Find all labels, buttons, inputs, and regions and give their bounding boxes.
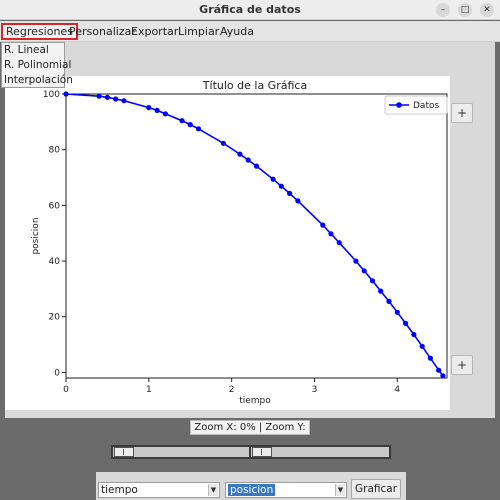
data-point: [361, 268, 367, 274]
data-point: [419, 343, 425, 349]
data-point: [154, 107, 160, 113]
data-point: [287, 190, 293, 196]
x-variable-select[interactable]: tiempo ▼: [98, 482, 220, 498]
data-point: [378, 288, 384, 294]
data-point: [245, 157, 251, 163]
x-tick-label: 3: [312, 385, 318, 395]
data-point: [104, 94, 110, 100]
data-point: [220, 140, 226, 146]
chevron-down-icon[interactable]: ▼: [335, 484, 345, 496]
y-variable-select[interactable]: posicion ▼: [225, 482, 347, 498]
data-point: [278, 183, 284, 189]
y-tick-label: 80: [49, 146, 61, 156]
y-slider-handle[interactable]: [252, 447, 272, 457]
y-tick-label: 60: [49, 201, 61, 211]
maximize-icon[interactable]: □: [458, 3, 472, 17]
x-tick-label: 1: [146, 385, 152, 395]
data-point: [146, 105, 152, 111]
x-tick-label: 0: [63, 385, 69, 395]
y-axis-label: posicion: [31, 217, 41, 254]
y-select-value: posicion: [228, 484, 276, 496]
x-axis-label: tiempo: [239, 396, 271, 406]
data-point: [411, 332, 417, 338]
x-tick-labels: 0 1 2 3 4: [63, 385, 400, 395]
data-point: [328, 231, 334, 237]
close-icon[interactable]: ✕: [480, 3, 494, 17]
minimize-icon[interactable]: –: [436, 3, 450, 17]
legend-marker: [396, 102, 402, 108]
data-point: [63, 91, 69, 97]
data-point: [96, 93, 102, 99]
data-point: [336, 240, 342, 246]
dropdown-item-r-polinomial[interactable]: R. Polinomial: [4, 59, 72, 71]
chart-title: Título de la Gráfica: [202, 79, 307, 92]
data-point: [121, 98, 127, 104]
y-tick-label: 20: [49, 313, 61, 323]
data-point: [353, 258, 359, 264]
data-point: [427, 355, 433, 361]
data-point: [295, 198, 301, 204]
add-button-bottom[interactable]: +: [451, 355, 473, 375]
menu-personalizar[interactable]: Personalizar: [69, 25, 136, 38]
y-tick-labels: 0 20 40 60 80 100: [43, 90, 60, 378]
menu-limpiar[interactable]: Limpiar: [178, 25, 220, 38]
regresiones-dropdown: R. Lineal R. Polinomial Interpolación: [1, 42, 73, 88]
dropdown-item-r-lineal[interactable]: R. Lineal: [4, 44, 49, 56]
data-point: [436, 367, 442, 373]
chevron-down-icon[interactable]: ▼: [208, 484, 218, 496]
data-point: [270, 176, 276, 182]
menu-ayuda[interactable]: Ayuda: [220, 25, 254, 38]
menu-exportar[interactable]: Exportar: [131, 25, 179, 38]
data-point: [403, 320, 409, 326]
menu-bar: Regresiones Personalizar Exportar Limpia…: [0, 21, 500, 42]
plot-frame: [65, 93, 448, 379]
title-bar: Gráfica de datos – □ ✕: [0, 0, 500, 20]
dropdown-item-interpolacion[interactable]: Interpolación: [4, 74, 73, 86]
data-point: [187, 122, 193, 128]
zoom-status: Zoom X: 0% | Zoom Y: 0%: [190, 420, 310, 446]
series-points: [63, 91, 446, 379]
data-point: [320, 222, 326, 228]
data-point: [369, 278, 376, 284]
add-button-top[interactable]: +: [451, 103, 473, 123]
x-slider-handle[interactable]: [114, 447, 134, 457]
data-point: [179, 118, 185, 124]
data-point: [195, 126, 202, 132]
data-point: [237, 151, 243, 157]
menu-regresiones[interactable]: Regresiones: [1, 23, 78, 40]
x-select-value: tiempo: [101, 484, 138, 496]
y-range-slider[interactable]: [249, 445, 391, 459]
controls-bar: tiempo ▼ posicion ▼ Graficar: [96, 472, 406, 500]
y-tick-label: 40: [49, 257, 61, 267]
data-point: [394, 309, 400, 315]
data-point: [440, 373, 446, 379]
legend-entry-datos: Datos: [413, 101, 439, 111]
series-line-datos: [65, 93, 444, 377]
data-point: [113, 96, 119, 102]
data-point: [253, 163, 260, 169]
data-point: [386, 298, 392, 304]
x-range-slider[interactable]: [111, 445, 253, 459]
window-title: Gráfica de datos: [199, 3, 301, 16]
data-point: [162, 111, 168, 117]
graficar-button[interactable]: Graficar: [351, 479, 401, 499]
chart-axes: [62, 93, 448, 382]
y-tick-label: 0: [54, 368, 60, 378]
x-tick-label: 2: [229, 385, 235, 395]
chart-legend: Datos: [384, 95, 448, 115]
y-tick-label: 100: [43, 90, 60, 100]
x-tick-label: 4: [394, 385, 400, 395]
